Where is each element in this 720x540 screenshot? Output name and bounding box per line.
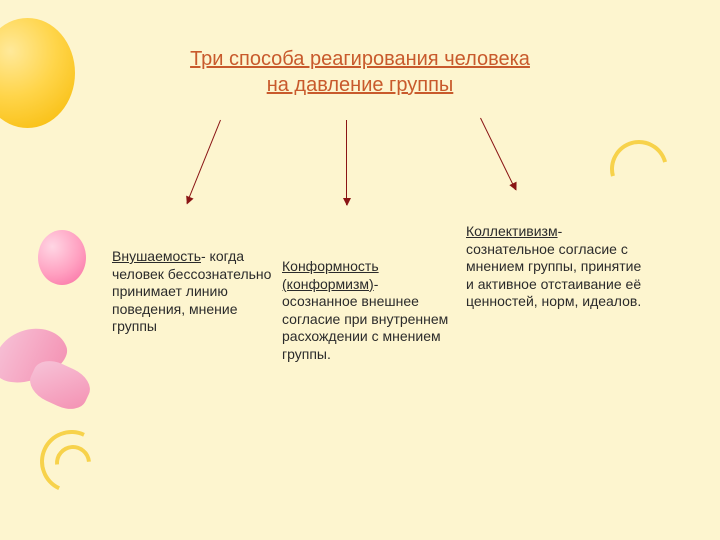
arrow-icon (480, 118, 516, 190)
title-line-1: Три способа реагирования человека (190, 48, 530, 70)
definition-block: Конформность (конформизм)- осознанное вн… (282, 258, 452, 363)
slide-title: Три способа реагирования человека на дав… (130, 46, 590, 98)
balloon-yellow-icon (0, 18, 75, 128)
arrow-icon (346, 120, 347, 205)
balloon-pink-icon (38, 230, 86, 285)
definition-block: Коллективизм- сознательное согласие с мн… (466, 223, 646, 311)
definition-block: Внушаемость- когда человек бессознательн… (112, 248, 282, 336)
slide: Три способа реагирования человека на дав… (0, 0, 720, 540)
title-line-2: на давление группы (267, 74, 454, 96)
definition-term: Конформность (конформизм) (282, 258, 379, 292)
definition-term: Коллективизм (466, 223, 558, 239)
arrow-icon (186, 120, 221, 204)
spiral-icon (599, 129, 678, 208)
definition-term: Внушаемость (112, 248, 201, 264)
